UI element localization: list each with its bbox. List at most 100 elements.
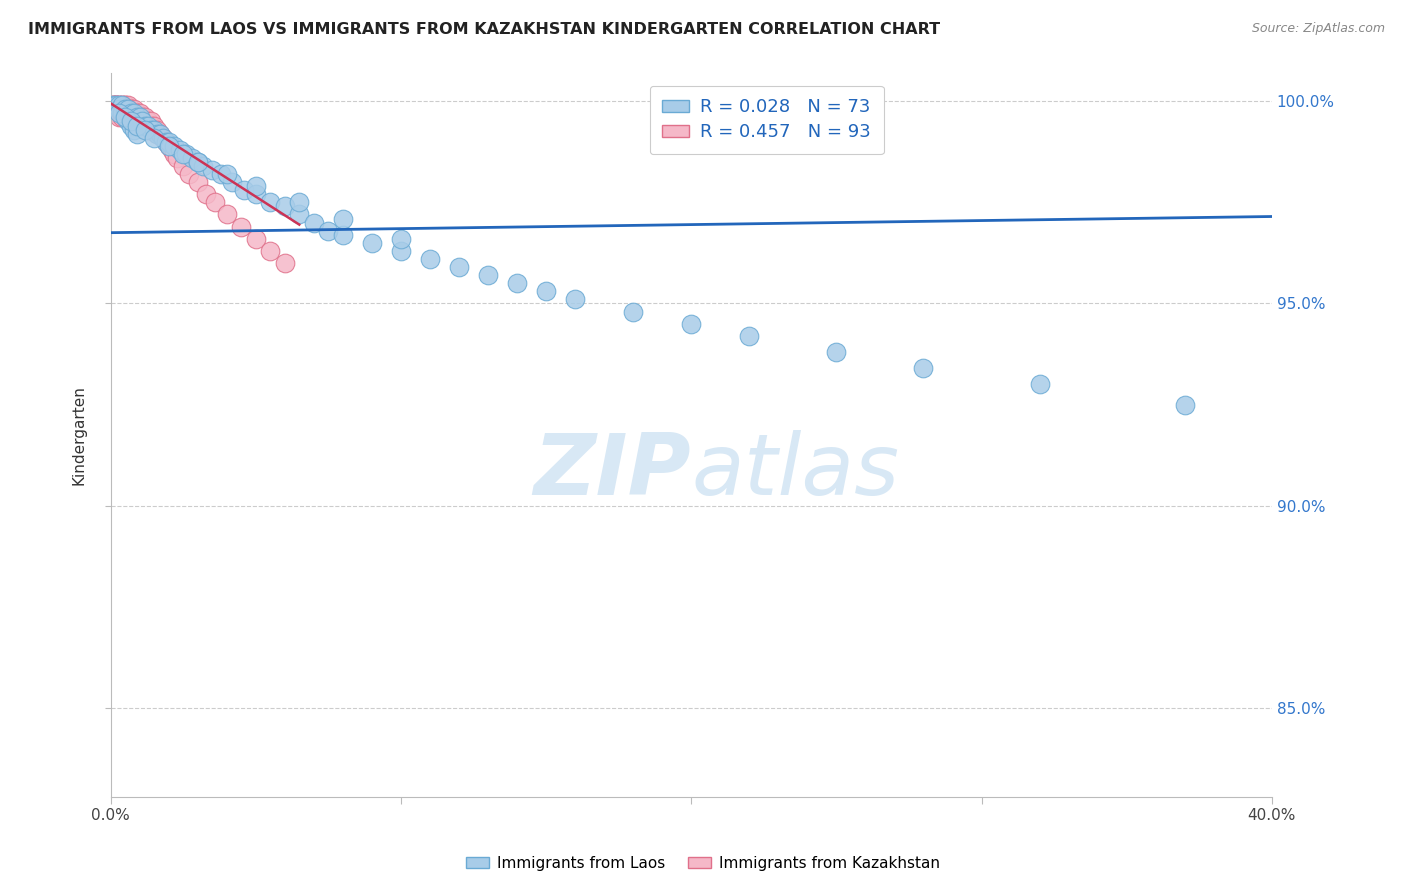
Point: [172, 159, 194, 173]
Point: [120, 114, 142, 128]
Point: [131, 119, 153, 133]
Point: [131, 111, 153, 125]
Point: [166, 151, 188, 165]
Point: [146, 127, 169, 141]
Point: [332, 227, 354, 242]
Legend: R = 0.028   N = 73, R = 0.457   N = 93: R = 0.028 N = 73, R = 0.457 N = 93: [650, 86, 884, 154]
Point: [209, 167, 232, 181]
Point: [143, 122, 166, 136]
Point: [125, 106, 148, 120]
Point: [120, 111, 142, 125]
Point: [259, 195, 281, 210]
Point: [1028, 377, 1050, 392]
Point: [120, 111, 142, 125]
Point: [332, 211, 354, 226]
Point: [143, 119, 166, 133]
Point: [105, 98, 128, 112]
Point: [108, 103, 131, 117]
Point: [120, 103, 142, 117]
Point: [172, 146, 194, 161]
Point: [108, 98, 131, 112]
Point: [122, 111, 145, 125]
Point: [187, 155, 209, 169]
Point: [912, 361, 935, 376]
Point: [141, 119, 163, 133]
Point: [114, 106, 136, 120]
Point: [193, 159, 215, 173]
Point: [114, 103, 136, 117]
Point: [180, 151, 202, 165]
Point: [131, 114, 153, 128]
Point: [120, 106, 142, 120]
Point: [177, 167, 200, 181]
Point: [114, 106, 136, 120]
Text: ZIP: ZIP: [534, 430, 692, 513]
Point: [288, 207, 311, 221]
Point: [114, 111, 136, 125]
Point: [316, 224, 339, 238]
Point: [134, 119, 156, 133]
Point: [120, 106, 142, 120]
Point: [195, 187, 218, 202]
Point: [111, 111, 134, 125]
Point: [134, 122, 156, 136]
Point: [111, 98, 134, 112]
Point: [117, 103, 139, 117]
Point: [120, 103, 142, 117]
Point: [105, 98, 128, 112]
Point: [117, 98, 139, 112]
Point: [163, 146, 186, 161]
Point: [447, 260, 470, 274]
Point: [187, 155, 209, 169]
Point: [160, 143, 183, 157]
Point: [125, 127, 148, 141]
Point: [108, 103, 131, 117]
Point: [108, 103, 131, 117]
Point: [117, 106, 139, 120]
Point: [389, 232, 412, 246]
Point: [114, 103, 136, 117]
Point: [152, 130, 174, 145]
Point: [105, 98, 128, 112]
Point: [122, 111, 145, 125]
Point: [108, 98, 131, 112]
Point: [117, 106, 139, 120]
Point: [204, 195, 226, 210]
Point: [825, 345, 848, 359]
Point: [477, 268, 499, 282]
Text: Source: ZipAtlas.com: Source: ZipAtlas.com: [1251, 22, 1385, 36]
Point: [360, 235, 382, 250]
Point: [128, 111, 150, 125]
Point: [155, 135, 177, 149]
Point: [143, 130, 166, 145]
Point: [114, 98, 136, 112]
Point: [125, 114, 148, 128]
Text: IMMIGRANTS FROM LAOS VS IMMIGRANTS FROM KAZAKHSTAN KINDERGARTEN CORRELATION CHAR: IMMIGRANTS FROM LAOS VS IMMIGRANTS FROM …: [28, 22, 941, 37]
Point: [146, 122, 169, 136]
Point: [122, 111, 145, 125]
Point: [108, 103, 131, 117]
Legend: Immigrants from Laos, Immigrants from Kazakhstan: Immigrants from Laos, Immigrants from Ka…: [460, 850, 946, 877]
Point: [103, 98, 125, 112]
Point: [105, 98, 128, 112]
Point: [114, 103, 136, 117]
Point: [141, 122, 163, 136]
Point: [128, 111, 150, 125]
Point: [134, 119, 156, 133]
Point: [114, 111, 136, 125]
Point: [125, 119, 148, 133]
Point: [125, 111, 148, 125]
Point: [122, 122, 145, 136]
Point: [114, 106, 136, 120]
Point: [149, 127, 172, 141]
Point: [143, 122, 166, 136]
Point: [117, 103, 139, 117]
Point: [105, 106, 128, 120]
Point: [274, 199, 297, 213]
Point: [534, 285, 557, 299]
Point: [108, 111, 131, 125]
Point: [146, 127, 169, 141]
Point: [136, 122, 159, 136]
Point: [231, 219, 253, 234]
Point: [564, 293, 586, 307]
